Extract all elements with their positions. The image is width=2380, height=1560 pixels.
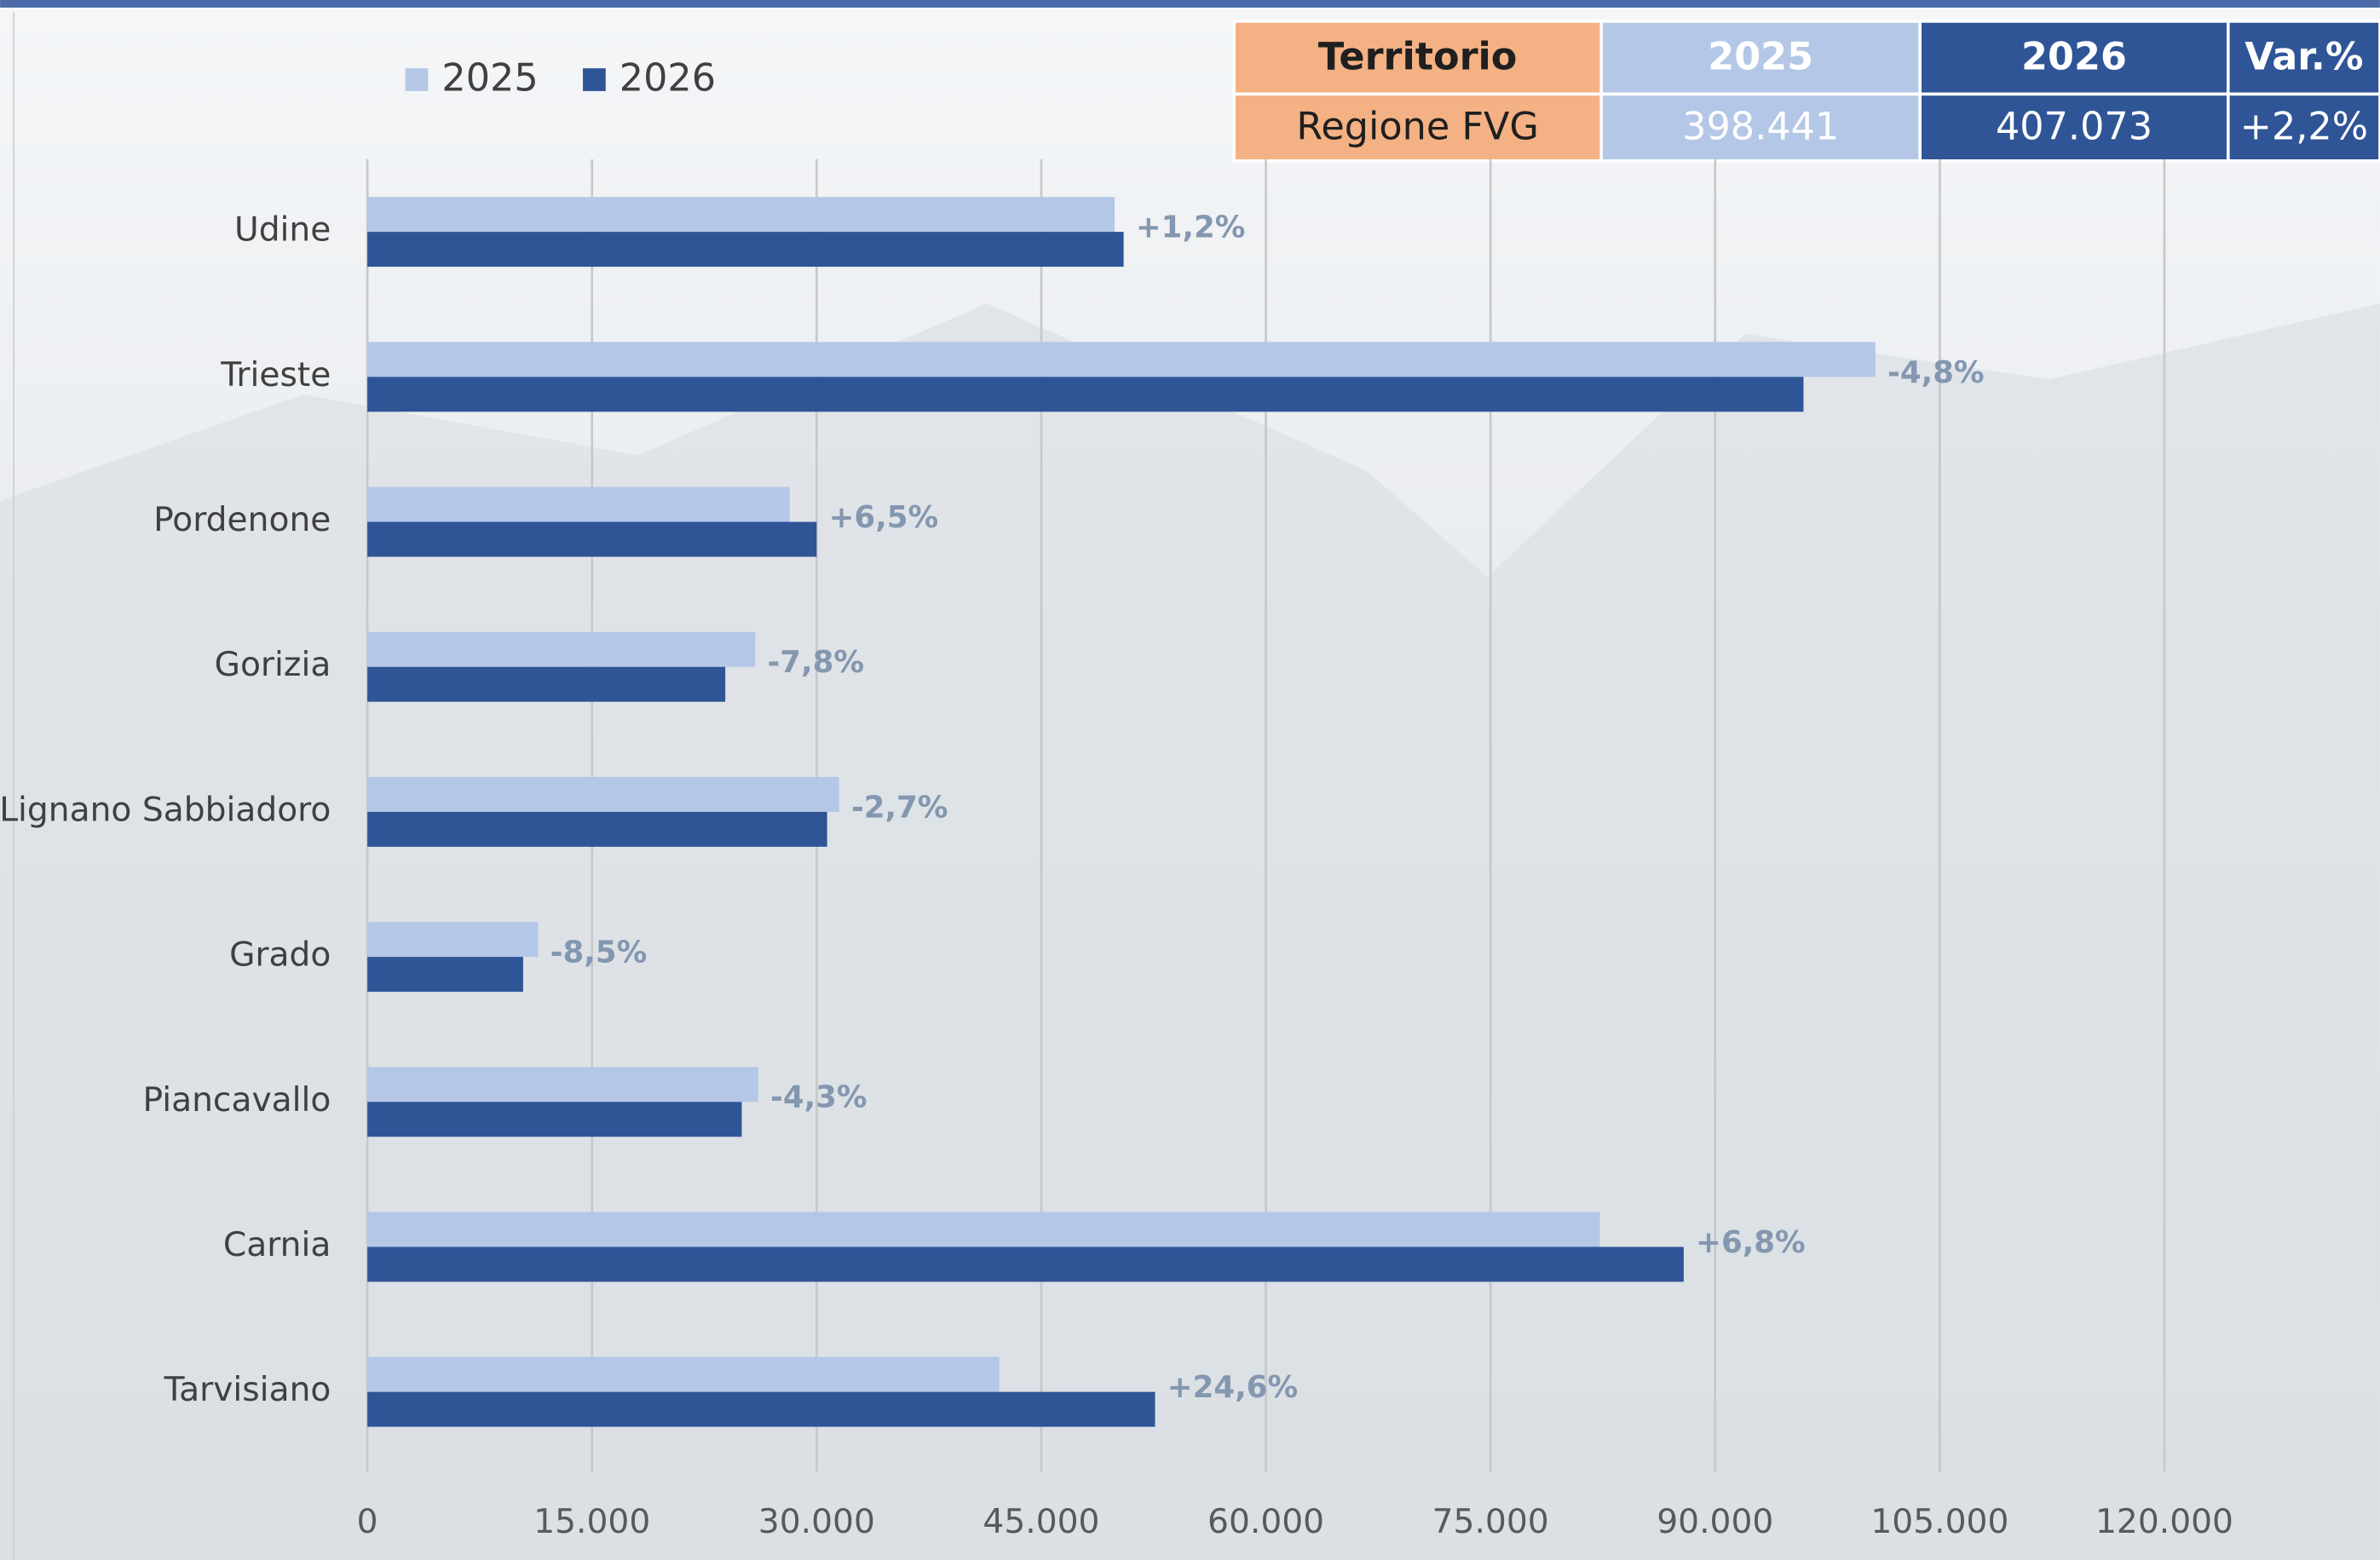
table-header: Var.% — [2245, 35, 2363, 78]
y-tick-label: Gorizia — [215, 646, 331, 684]
bar — [367, 922, 538, 957]
legend-label: 2025 — [441, 56, 538, 100]
table-value: Regione FVG — [1296, 105, 1538, 148]
x-tick-label: 120.000 — [2095, 1503, 2233, 1541]
y-tick-label: Trieste — [220, 356, 331, 394]
bar — [367, 1212, 1599, 1247]
x-tick-label: 15.000 — [533, 1503, 650, 1541]
change-label: -4,3% — [770, 1080, 867, 1115]
y-tick-label: Grado — [229, 936, 331, 975]
bar — [367, 1357, 1000, 1392]
table-value: +2,2% — [2240, 105, 2368, 148]
bar — [367, 1246, 1684, 1281]
bar — [367, 487, 790, 522]
bar — [367, 522, 816, 557]
x-tick-label: 30.000 — [758, 1503, 875, 1541]
legend-label: 2026 — [619, 56, 716, 100]
y-tick-label: Tarvisiano — [164, 1371, 331, 1409]
legend-swatch — [406, 68, 429, 91]
bar — [367, 632, 755, 667]
y-tick-label: Pordenone — [153, 501, 331, 539]
y-tick-label: Udine — [234, 211, 331, 250]
change-label: +6,5% — [829, 500, 939, 535]
chart: Territorio 2025 2026 Var.% Regione FVG 398.44… — [0, 0, 2380, 1560]
change-label: -7,8% — [768, 645, 865, 680]
x-tick-label: 60.000 — [1207, 1503, 1324, 1541]
change-label: +1,2% — [1136, 210, 1246, 245]
y-tick-label: Piancavallo — [142, 1081, 331, 1120]
y-tick-label: Lignano Sabbiadoro — [0, 791, 331, 829]
x-tick-label: 75.000 — [1432, 1503, 1549, 1541]
bar — [367, 812, 827, 847]
x-tick-label: 105.000 — [1870, 1503, 2008, 1541]
summary-table: Territorio 2025 2026 Var.% Regione FVG 398.44… — [1234, 21, 2380, 161]
table-header: 2025 — [1708, 35, 1813, 78]
bar — [367, 342, 1876, 377]
change-label: -2,7% — [851, 790, 948, 825]
y-tick-label: Carnia — [223, 1226, 331, 1264]
top-strip — [0, 0, 2380, 8]
change-label: +24,6% — [1167, 1370, 1298, 1405]
legend-swatch — [583, 68, 606, 91]
change-label: -8,5% — [550, 935, 648, 970]
bar — [367, 667, 725, 702]
table-header: 2026 — [2021, 35, 2127, 78]
change-label: -4,8% — [1887, 355, 1985, 390]
bar — [367, 777, 839, 812]
table-header: Territorio — [1318, 35, 1517, 78]
bar — [367, 197, 1115, 232]
bar — [367, 377, 1803, 412]
x-tick-label: 90.000 — [1657, 1503, 1773, 1541]
table-value: 407.073 — [1996, 105, 2152, 148]
bar — [367, 957, 523, 992]
bar — [367, 1067, 758, 1102]
bar — [367, 232, 1123, 267]
x-tick-label: 45.000 — [983, 1503, 1099, 1541]
table-value: 398.441 — [1682, 105, 1839, 148]
x-tick-label: 0 — [357, 1503, 378, 1541]
bar — [367, 1392, 1155, 1427]
change-label: +6,8% — [1696, 1225, 1806, 1260]
bar — [367, 1102, 741, 1137]
